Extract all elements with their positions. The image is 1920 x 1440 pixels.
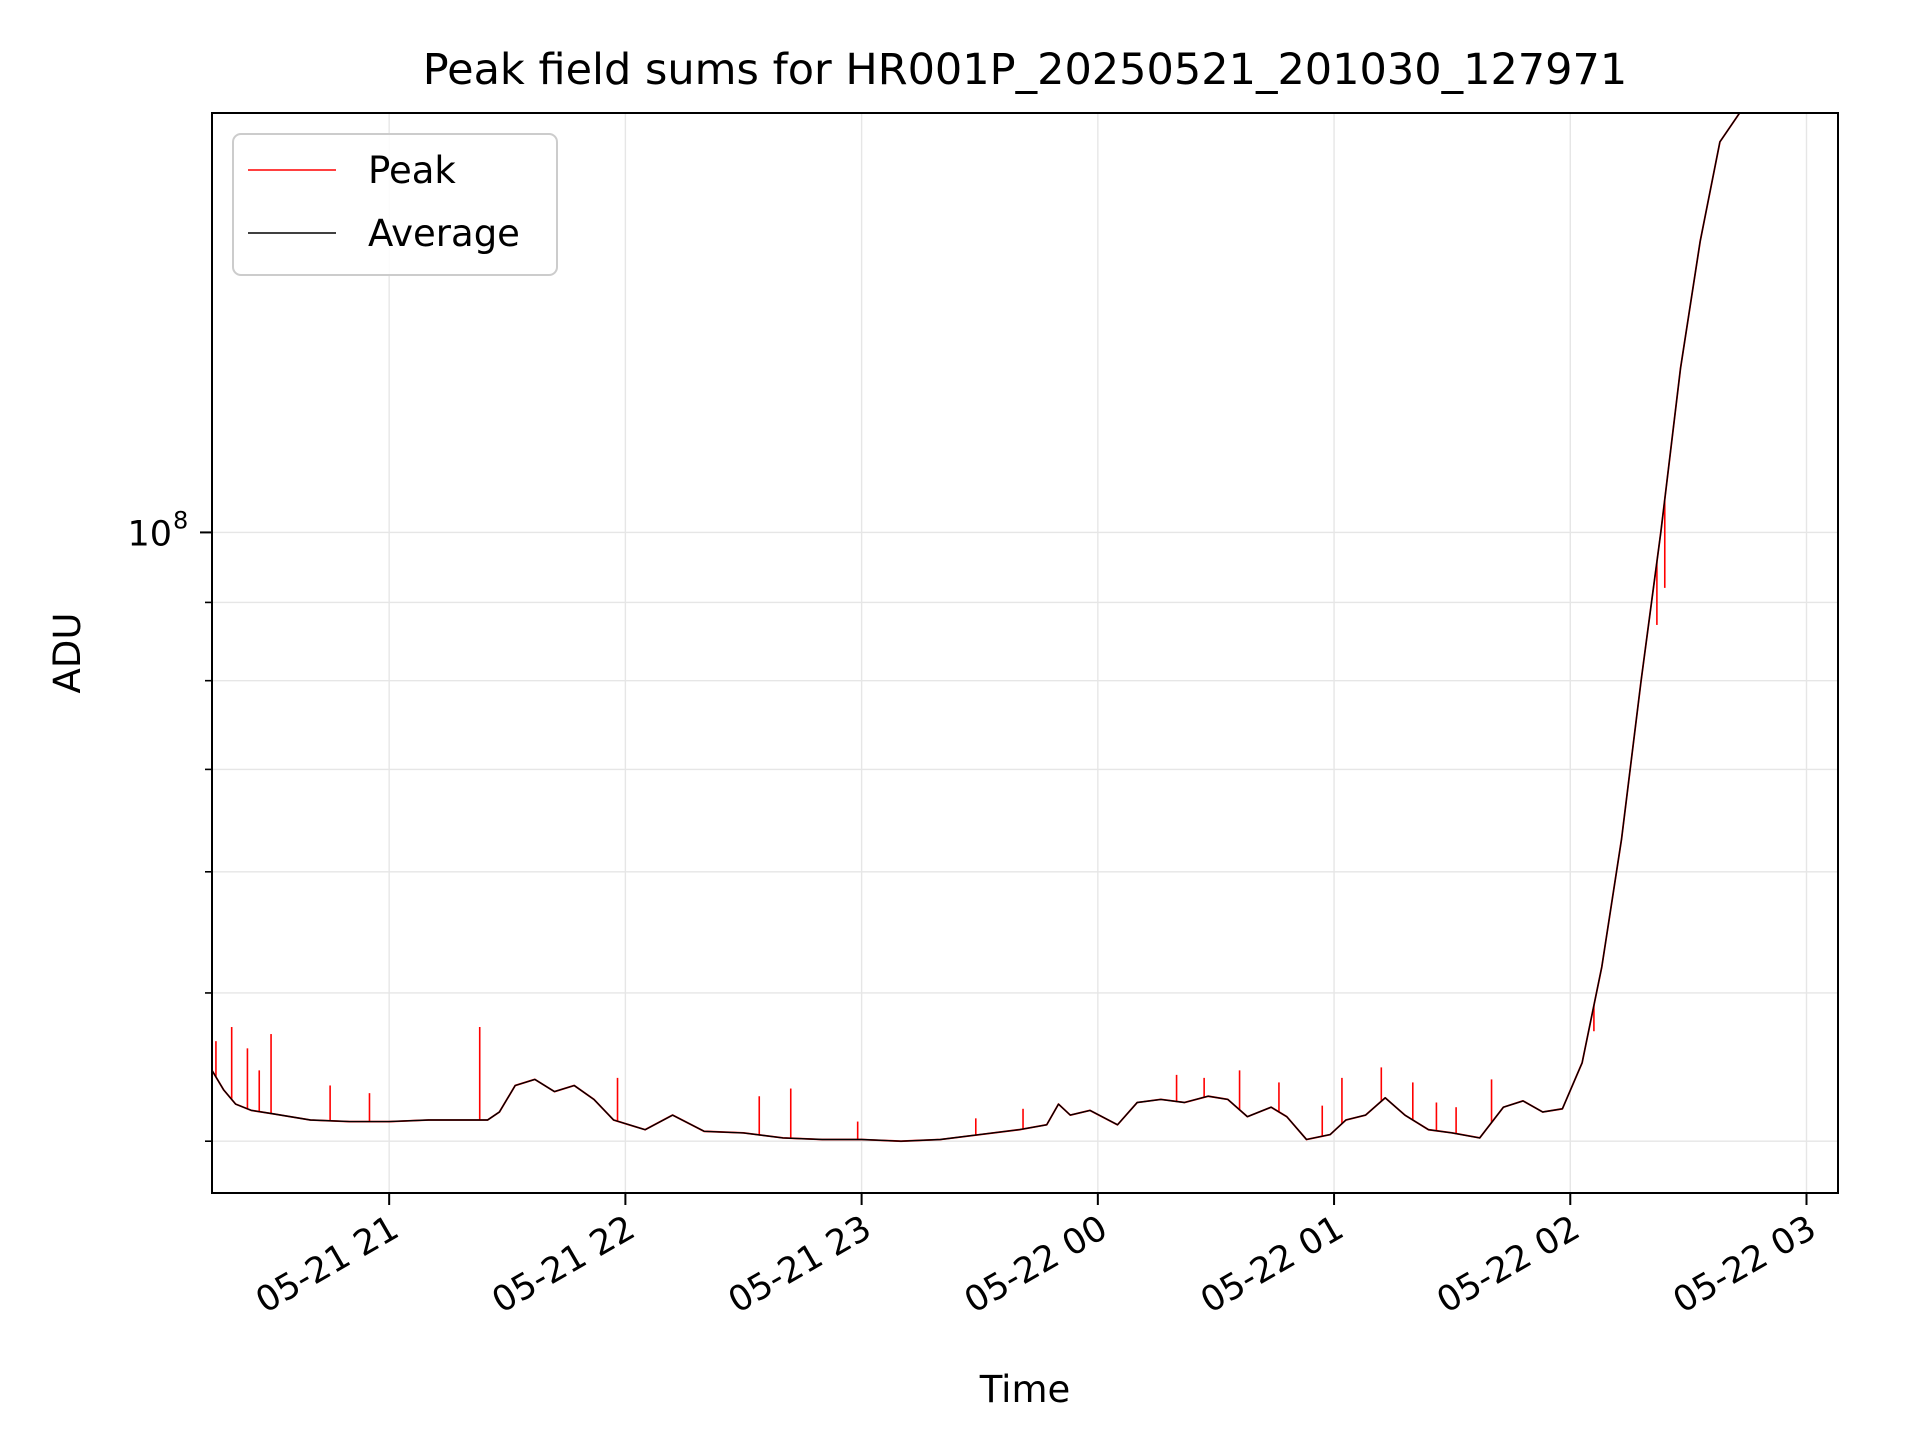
y-tick-label-exponent: 8 bbox=[173, 506, 188, 534]
legend: Peak Average bbox=[232, 133, 558, 276]
legend-peak-label: Peak bbox=[368, 149, 456, 192]
plot-frame bbox=[211, 112, 1839, 1194]
chart-title: Peak field sums for HR001P_20250521_2010… bbox=[423, 45, 1628, 95]
legend-average-label: Average bbox=[368, 212, 520, 255]
y-axis-label: ADU bbox=[46, 613, 89, 694]
series-layer bbox=[212, 113, 1760, 1143]
plot-area bbox=[212, 113, 1760, 1143]
average-series-line bbox=[212, 113, 1760, 1142]
x-axis-label: Time bbox=[979, 1368, 1071, 1411]
y-tick-label-base: 10 bbox=[127, 514, 172, 554]
grid-lines bbox=[212, 113, 1838, 1193]
